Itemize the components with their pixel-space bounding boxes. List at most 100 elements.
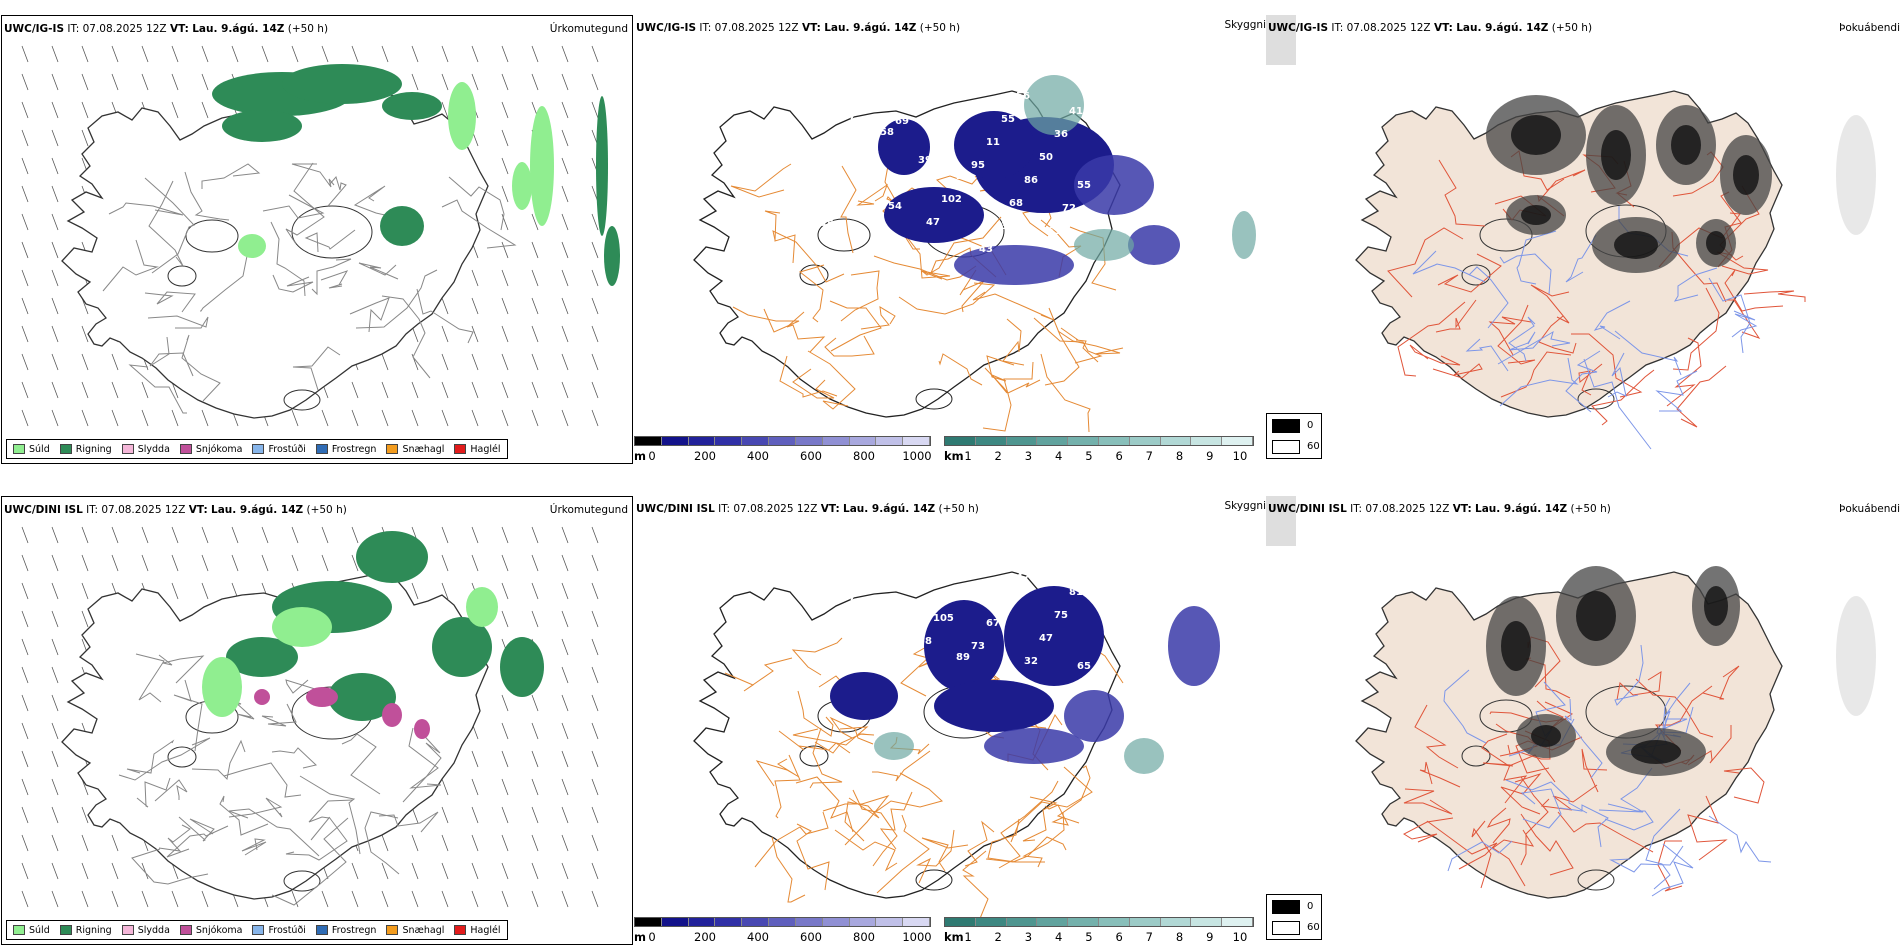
road-line [792, 726, 869, 746]
panel-title: UWC/IG-IS IT: 07.08.2025 12Z VT: Lau. 9.… [4, 23, 329, 35]
legend-swatch [121, 925, 134, 935]
legend-item: Snjókoma [179, 444, 242, 455]
weather-area [382, 703, 402, 727]
legend-swatch [252, 444, 265, 454]
colorbar-cell [822, 437, 850, 445]
wind-barb [411, 409, 419, 427]
road-line [1497, 330, 1571, 365]
wind-barb [441, 862, 449, 880]
island-group [1355, 90, 1876, 450]
field-name: Skyggni [1224, 19, 1267, 31]
wind-barb [531, 694, 539, 712]
wind-barb [51, 73, 59, 91]
wind-barb [591, 353, 599, 371]
road-line [1530, 284, 1570, 324]
road-line [308, 799, 354, 841]
wind-barb [51, 381, 59, 399]
weather-area [878, 119, 930, 175]
colorbar-cell [1160, 918, 1192, 926]
wind-barb [501, 73, 509, 91]
ceiling-label: 56 [1016, 91, 1030, 102]
fog-map [1266, 15, 1876, 450]
road-line [402, 726, 442, 803]
legend-item: Súld [13, 444, 50, 455]
road-line [840, 165, 857, 254]
road-line [1447, 840, 1513, 872]
colorbar-tick: 3 [1024, 930, 1033, 944]
field-name: Skyggni [1224, 500, 1267, 512]
fog-swatch-dark [1272, 900, 1300, 914]
wind-barb [561, 45, 569, 63]
ceiling-label: 33 [865, 631, 879, 642]
road-line [1435, 299, 1477, 333]
colorbar-cell [661, 918, 689, 926]
colorbar-tick: 800 [853, 449, 875, 463]
precip-legend: Súld Rigning Slydda Snjókoma Frostúði Frostre… [6, 920, 508, 940]
wind-barb [111, 45, 119, 63]
wind-barb [561, 73, 569, 91]
ceiling-label: 88 [805, 242, 819, 253]
road-line [149, 336, 194, 377]
road-line [272, 274, 314, 293]
weather-area [1232, 211, 1256, 259]
wind-barb [171, 381, 179, 399]
wind-barb [81, 834, 89, 852]
wind-barb [291, 45, 299, 63]
wind-barb [21, 213, 29, 231]
colorbar-tick: 4 [1054, 449, 1063, 463]
colorbar-cell [1191, 918, 1223, 926]
ceiling-label: 102 [941, 194, 962, 205]
colorbar-cell [688, 437, 716, 445]
fog-swatch-dark [1272, 419, 1300, 433]
wind-barb [561, 185, 569, 203]
road-line [1607, 352, 1627, 398]
weather-area [222, 110, 302, 142]
wind-barb [561, 269, 569, 287]
wind-barb [21, 582, 29, 600]
wind-barb [171, 101, 179, 119]
road-line [1486, 807, 1511, 844]
wind-barb [381, 862, 389, 880]
field-name: Úrkomutegund [549, 23, 628, 35]
road-line [1655, 370, 1698, 412]
colorbar-cell [795, 437, 823, 445]
wind-barb [501, 45, 509, 63]
legend-label: Snæhagl [402, 924, 445, 936]
glacier-outline [817, 218, 871, 252]
wind-barb [411, 582, 419, 600]
colorbar-cell [1129, 918, 1161, 926]
road-line [964, 820, 995, 867]
weather-area [328, 673, 396, 721]
cloud-map: 49 107 67 40 56 41 47 69 72 55 36 67 58 54 11 50 43 57 39 9… [693, 75, 1256, 433]
colorbar-cell [1068, 918, 1099, 926]
road-line [1676, 365, 1727, 428]
wind-barb [471, 862, 479, 880]
colorbar-cell [903, 918, 930, 926]
colorbar-cell [975, 437, 1007, 445]
wind-barb [591, 45, 599, 63]
road-line [353, 185, 386, 216]
wind-barb [201, 101, 209, 119]
wind-barb [471, 73, 479, 91]
wind-barb [501, 694, 509, 712]
weather-area [874, 732, 914, 760]
road-line [304, 229, 356, 253]
road-line [1468, 266, 1509, 329]
legend-item: Rigning [59, 444, 112, 455]
weather-area [238, 234, 266, 258]
road-line [1443, 669, 1487, 744]
legend-item: Súld [13, 925, 50, 936]
ceiling-label: 39 [850, 654, 864, 665]
wind-barb [21, 750, 29, 768]
wind-barb [111, 526, 119, 544]
wind-barb [81, 325, 89, 343]
colorbar-cell [769, 437, 796, 445]
wind-barb [81, 890, 89, 908]
wind-barb [21, 862, 29, 880]
road-line [1488, 316, 1532, 356]
ceiling-label: 86 [1032, 237, 1046, 248]
legend-swatch [13, 925, 25, 935]
legend-item: Rigning [59, 925, 112, 936]
road-line [270, 221, 306, 297]
road-line [809, 727, 843, 789]
